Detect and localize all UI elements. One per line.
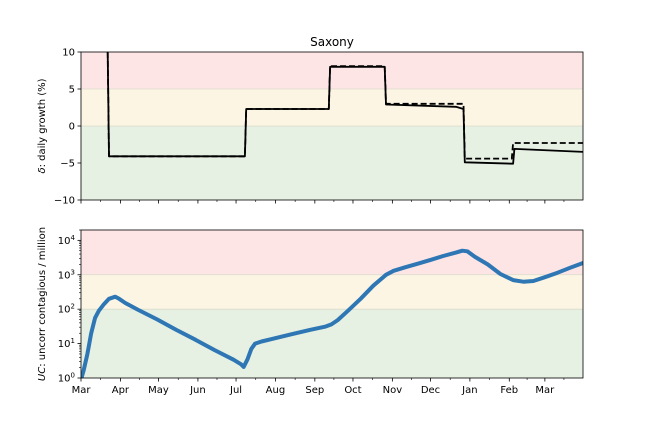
bot-band-1 [81,274,583,310]
top-band-0 [81,52,583,89]
bot-y-tick-label: 100 [58,372,75,385]
top-y-label-symbol: δ [37,167,48,173]
top-band-1 [81,89,583,126]
x-tick-label: Apr [112,385,130,396]
top-y-tick-label: −5 [60,159,75,170]
top-y-tick-label: 0 [69,122,75,133]
bot-y-tick-label: 102 [58,303,75,316]
bottom-y-axis-label: UC: uncorr contagious / million [37,227,48,381]
bottom-x-ticks: Mar Apr May Jun Jul Aug Sep Oct Nov Dec Jan Feb Mar [72,378,565,396]
bottom-series-lines [81,248,583,378]
bottom-background-bands [81,230,583,378]
top-y-tick-label: 10 [62,48,75,59]
top-y-axis-label: δ: daily growth (%) [37,78,48,173]
x-tick-label: Sep [305,385,324,396]
x-tick-label: Mar [535,385,555,396]
chart-title: Saxony [310,35,354,49]
bottom-y-ticks: 100 101 102 103 104 [58,229,81,385]
bot-series-0-line [81,248,583,378]
top-y-tick-label: −10 [54,196,75,207]
top-background-bands [81,52,583,200]
bot-y-tick-label: 101 [58,337,75,350]
bot-band-2 [81,309,583,378]
bottom-axes-frame [80,229,584,379]
x-tick-label: Feb [500,385,518,396]
top-y-ticks: 10 5 0 −5 −10 [54,48,81,207]
bot-band-0 [81,230,583,275]
top-y-tick-label: 5 [69,85,75,96]
top-x-ticks [80,200,565,204]
bot-y-tick-label: 104 [58,234,76,247]
bot-y-tick-label: 103 [58,268,75,281]
x-tick-label: Mar [72,385,92,396]
panel-daily-growth: 10 5 0 −5 −10 Saxony δ: daily growth (%) [37,35,584,207]
top-series-1-line [106,52,583,160]
x-tick-label: Dec [421,385,440,396]
bottom-y-label-text: : uncorr contagious / million [37,227,48,367]
panel-contagious: 100 101 102 103 104 Mar Apr May Jun Jul Aug Sep Oct… [37,227,584,396]
x-tick-label: Aug [266,385,286,396]
bottom-y-label-symbol: UC [37,367,48,381]
x-tick-label: Jun [189,385,206,396]
x-tick-label: Jul [229,385,242,396]
x-tick-label: Nov [383,385,403,396]
x-tick-label: May [148,385,169,396]
x-tick-label: Oct [344,385,361,396]
x-tick-label: Jan [461,385,477,396]
top-y-label-text: : daily growth (%) [37,78,48,167]
top-series-lines [106,52,583,165]
